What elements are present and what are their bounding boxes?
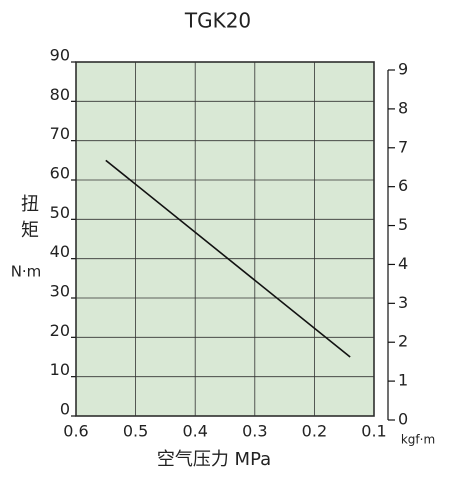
y2-tick-label: 5 <box>398 215 408 234</box>
x-tick-label: 0.3 <box>242 422 267 441</box>
y2-tick-label: 7 <box>398 137 408 156</box>
y-tick-label: 40 <box>50 242 70 261</box>
x-tick-label: 0.4 <box>182 422 207 441</box>
y2-tick-label: 9 <box>398 60 408 79</box>
y-axis-label: 扭矩 <box>18 194 39 246</box>
y2-tick-label: 2 <box>398 332 408 351</box>
y-tick-label: 30 <box>50 282 70 301</box>
y2-tick-label: 0 <box>398 410 408 429</box>
y-tick-label: 90 <box>50 46 70 65</box>
x-axis-label: 空气压力 MPa <box>157 449 271 470</box>
y2-tick-label: 3 <box>398 293 408 312</box>
y2-tick-label: 4 <box>398 254 408 273</box>
y-tick-label: 50 <box>50 203 70 222</box>
x-tick-label: 0.1 <box>361 422 386 441</box>
y-tick-label: 80 <box>50 85 70 104</box>
line <box>105 159 351 358</box>
y2-tick-label: 6 <box>398 176 408 195</box>
y-tick-label: 0 <box>60 400 70 419</box>
y-tick-label: 20 <box>50 321 70 340</box>
y2-axis-unit: kgf·m <box>401 433 435 447</box>
x-tick-label: 0.6 <box>63 422 88 441</box>
y2-tick-label: 8 <box>398 98 408 117</box>
y-axis-unit: N·m <box>11 263 42 281</box>
x-tick-label: 0.2 <box>302 422 327 441</box>
chart-title: TGK20 <box>184 9 251 33</box>
y-tick-label: 60 <box>50 164 70 183</box>
y-tick-label: 70 <box>50 124 70 143</box>
x-tick-label: 0.5 <box>123 422 148 441</box>
plot-area <box>75 61 375 417</box>
y-tick-label: 10 <box>50 360 70 379</box>
y2-tick-label: 1 <box>398 371 408 390</box>
